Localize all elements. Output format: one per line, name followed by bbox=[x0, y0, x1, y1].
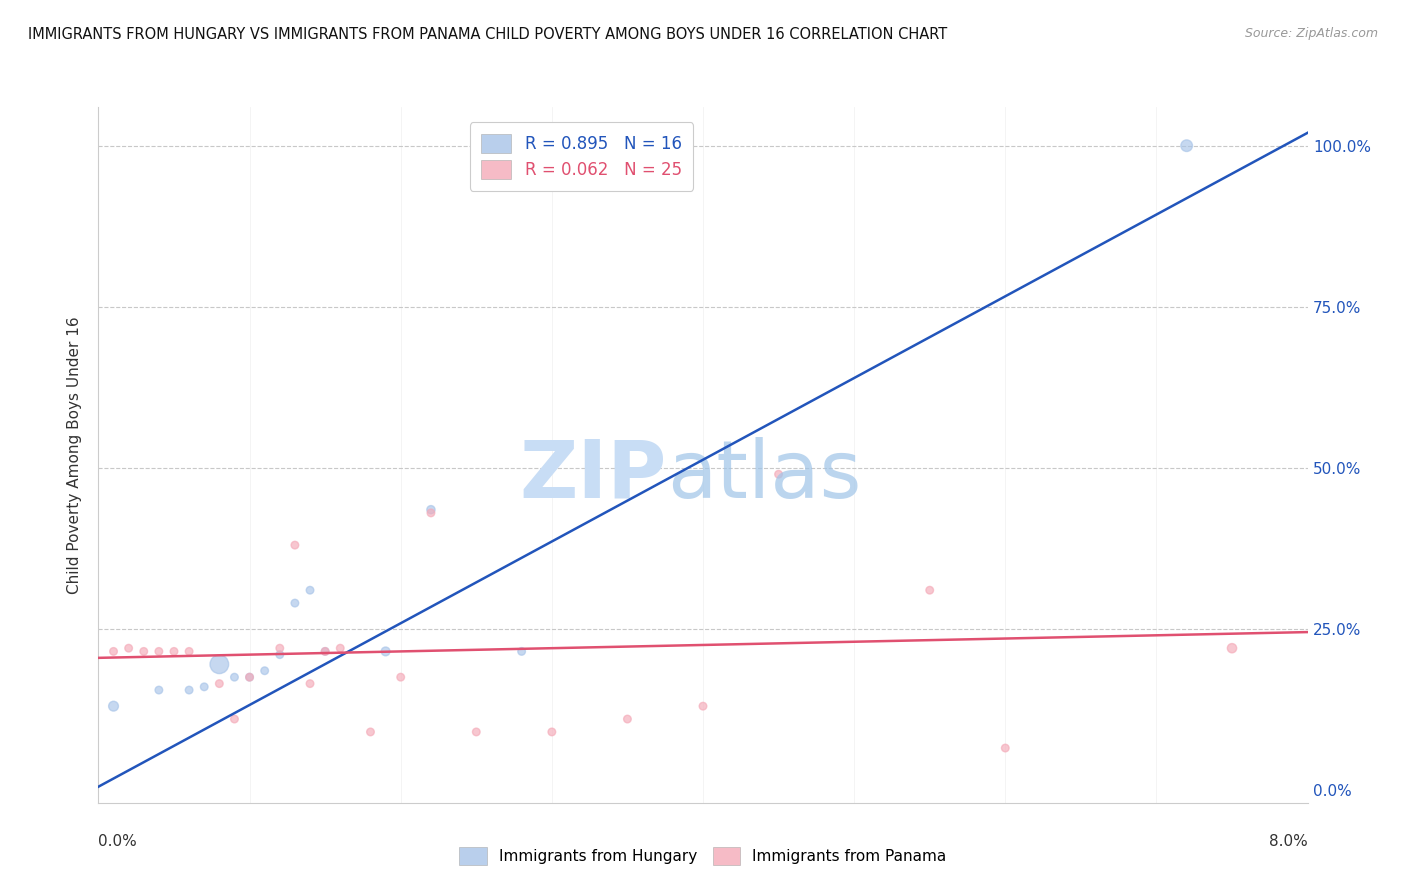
Point bbox=[374, 644, 396, 658]
Point bbox=[224, 670, 246, 684]
Point bbox=[269, 641, 291, 656]
Point bbox=[299, 676, 322, 690]
Text: 0.0%: 0.0% bbox=[98, 834, 138, 849]
Point bbox=[616, 712, 638, 726]
Point bbox=[163, 644, 186, 658]
Point bbox=[768, 467, 790, 482]
Point bbox=[179, 644, 201, 658]
Text: IMMIGRANTS FROM HUNGARY VS IMMIGRANTS FROM PANAMA CHILD POVERTY AMONG BOYS UNDER: IMMIGRANTS FROM HUNGARY VS IMMIGRANTS FR… bbox=[28, 27, 948, 42]
Point bbox=[1220, 641, 1243, 656]
Point bbox=[420, 506, 443, 520]
Point bbox=[1175, 138, 1198, 153]
Point bbox=[239, 670, 262, 684]
Point bbox=[692, 699, 714, 714]
Point bbox=[299, 583, 322, 598]
Point bbox=[148, 644, 170, 658]
Point bbox=[420, 502, 443, 516]
Point bbox=[239, 670, 262, 684]
Point bbox=[103, 644, 125, 658]
Point bbox=[314, 644, 336, 658]
Point bbox=[284, 538, 307, 552]
Point bbox=[179, 683, 201, 698]
Point bbox=[224, 712, 246, 726]
Point bbox=[132, 644, 155, 658]
Point bbox=[253, 664, 276, 678]
Point bbox=[465, 725, 488, 739]
Point bbox=[314, 644, 336, 658]
Point bbox=[389, 670, 412, 684]
Text: Source: ZipAtlas.com: Source: ZipAtlas.com bbox=[1244, 27, 1378, 40]
Point bbox=[918, 583, 941, 598]
Legend: R = 0.895   N = 16, R = 0.062   N = 25: R = 0.895 N = 16, R = 0.062 N = 25 bbox=[470, 122, 693, 191]
Legend: Immigrants from Hungary, Immigrants from Panama: Immigrants from Hungary, Immigrants from… bbox=[453, 841, 953, 871]
Point bbox=[541, 725, 564, 739]
Point bbox=[269, 648, 291, 662]
Point bbox=[994, 741, 1017, 756]
Text: atlas: atlas bbox=[666, 437, 860, 515]
Point bbox=[208, 676, 231, 690]
Point bbox=[284, 596, 307, 610]
Point bbox=[103, 699, 125, 714]
Point bbox=[360, 725, 382, 739]
Point bbox=[329, 641, 352, 656]
Point bbox=[118, 641, 141, 656]
Point bbox=[148, 683, 170, 698]
Text: ZIP: ZIP bbox=[519, 437, 666, 515]
Point bbox=[510, 644, 533, 658]
Text: 8.0%: 8.0% bbox=[1268, 834, 1308, 849]
Point bbox=[193, 680, 215, 694]
Y-axis label: Child Poverty Among Boys Under 16: Child Poverty Among Boys Under 16 bbox=[67, 316, 83, 594]
Point bbox=[208, 657, 231, 672]
